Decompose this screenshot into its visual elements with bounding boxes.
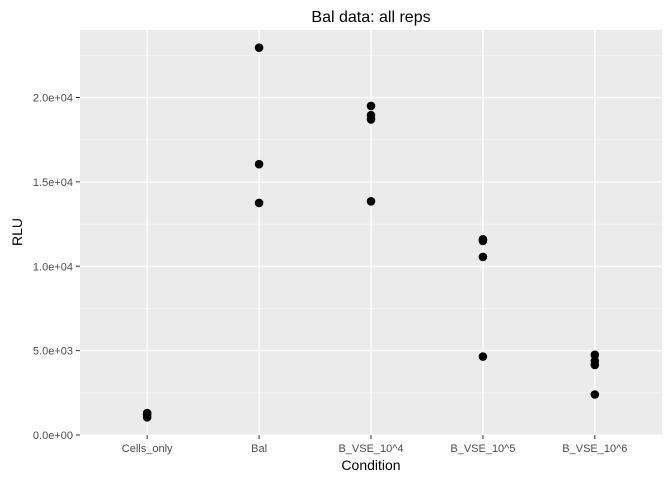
- x-axis-ticks: Cells_only Bal B_VSE_10^4 B_VSE_10^5 B_VSE_1…: [122, 435, 627, 455]
- data-point: [366, 101, 376, 111]
- x-tick-label: B_VSE_10^5: [450, 443, 515, 455]
- data-point: [254, 198, 264, 208]
- chart-title: Bal data: all reps: [311, 9, 430, 26]
- data-point: [590, 390, 600, 399]
- y-tick-label: 5.0e+03: [33, 346, 73, 358]
- data-point: [478, 236, 488, 246]
- y-axis-ticks: 0.0e+00 5.0e+03 1.0e+04 1.5e+04 2.0e+04: [33, 93, 80, 442]
- x-tick-label: B_VSE_10^6: [562, 443, 627, 455]
- data-point: [478, 252, 488, 262]
- data-point: [590, 350, 600, 360]
- x-tick-label: Cells_only: [122, 443, 173, 455]
- data-point: [254, 43, 264, 53]
- y-tick-label: 1.5e+04: [33, 177, 73, 189]
- major-gridlines: [80, 30, 662, 436]
- x-tick-label: Bal: [251, 443, 267, 455]
- data-point: [366, 196, 376, 206]
- y-tick-label: 1.0e+04: [33, 261, 73, 273]
- y-axis-title: RLU: [9, 218, 25, 246]
- data-points: [142, 43, 600, 422]
- data-point: [142, 412, 152, 422]
- data-point: [590, 360, 600, 370]
- data-point: [254, 159, 264, 169]
- y-tick-label: 2.0e+04: [33, 93, 73, 105]
- data-point: [478, 352, 488, 361]
- x-axis-title: Condition: [341, 457, 400, 473]
- data-point: [366, 115, 376, 124]
- x-tick-label: B_VSE_10^4: [338, 443, 403, 455]
- y-tick-label: 0.0e+00: [33, 430, 73, 442]
